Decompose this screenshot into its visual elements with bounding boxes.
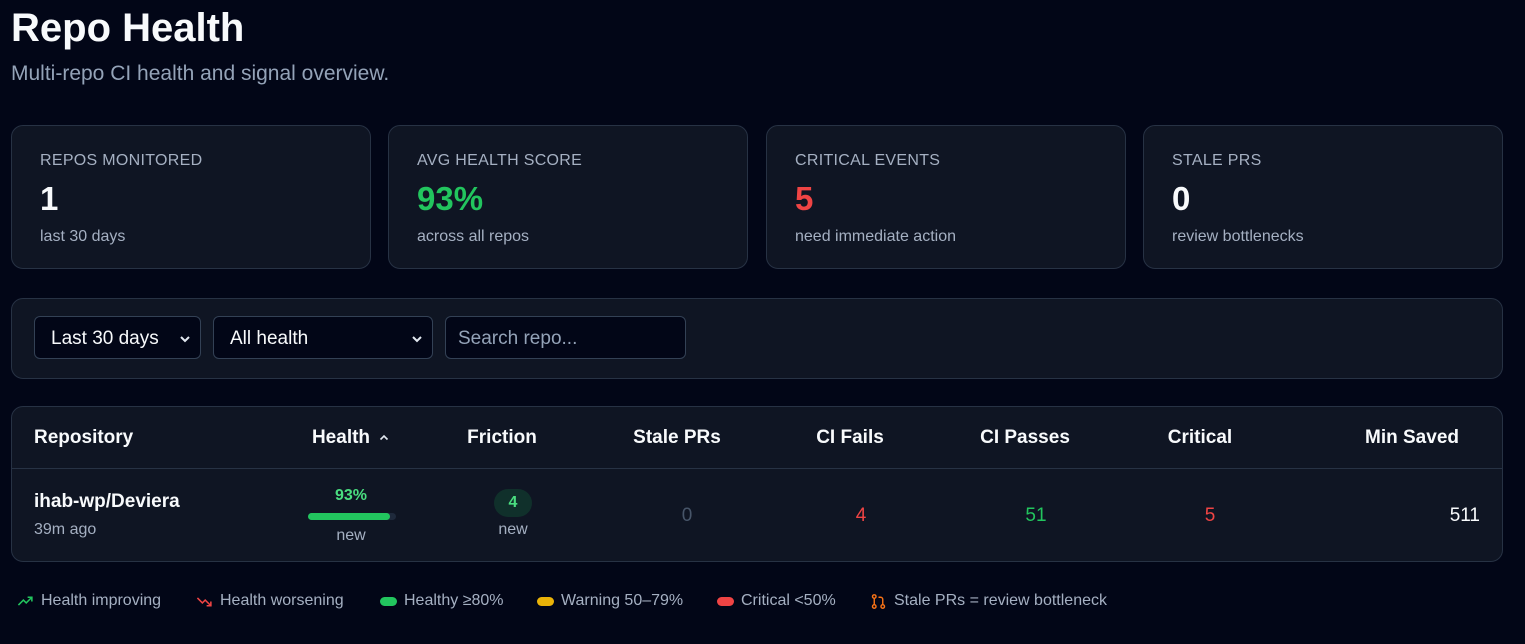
search-placeholder: Search repo... bbox=[458, 328, 578, 349]
stat-card: REPOS MONITORED 1 last 30 days bbox=[11, 125, 371, 269]
stat-label: CRITICAL EVENTS bbox=[795, 152, 941, 169]
search-input[interactable]: Search repo... bbox=[445, 316, 686, 359]
stat-value: 93% bbox=[417, 180, 484, 217]
column-header[interactable]: CI Passes bbox=[980, 427, 1070, 448]
health-note: new bbox=[336, 527, 366, 544]
stat-note: need immediate action bbox=[795, 228, 956, 245]
column-header[interactable]: Stale PRs bbox=[633, 427, 721, 448]
column-header[interactable]: Critical bbox=[1167, 427, 1233, 448]
legend-label: Health improving bbox=[41, 592, 162, 609]
min-saved: 511 bbox=[1449, 505, 1480, 526]
repo-table bbox=[11, 406, 1503, 562]
ci-passes: 51 bbox=[1025, 505, 1047, 526]
stat-card: STALE PRS 0 review bottlenecks bbox=[1143, 125, 1503, 269]
legend-item: Warning 50–79% bbox=[537, 592, 683, 610]
health-select-value: All health bbox=[230, 328, 309, 349]
health-label: 93% bbox=[334, 487, 368, 504]
range-select-value: Last 30 days bbox=[51, 328, 159, 349]
health-track bbox=[308, 513, 396, 520]
health-bar bbox=[308, 513, 390, 520]
friction-badge: 4 bbox=[494, 489, 532, 517]
legend-swatch bbox=[537, 596, 554, 606]
chevron-icon bbox=[180, 336, 190, 343]
legend-swatch bbox=[717, 596, 734, 606]
stat-value: 1 bbox=[40, 180, 59, 217]
legend-item: Healthy ≥80% bbox=[380, 592, 504, 610]
legend-item: Health improving bbox=[17, 592, 161, 610]
critical: 5 bbox=[1204, 505, 1216, 526]
friction-note: new bbox=[498, 521, 528, 538]
legend-label: Warning 50–79% bbox=[561, 592, 684, 609]
page-title: Repo Health bbox=[11, 6, 245, 50]
legend-item: Critical <50% bbox=[717, 592, 836, 610]
column-header[interactable]: CI Fails bbox=[816, 427, 884, 448]
range-select[interactable]: Last 30 days bbox=[34, 316, 201, 359]
stat-value: 0 bbox=[1172, 180, 1191, 217]
page-subtitle: Multi-repo CI health and signal overview… bbox=[11, 62, 390, 85]
legend-label: Critical <50% bbox=[741, 592, 836, 609]
stat-note: last 30 days bbox=[40, 228, 126, 245]
header-divider bbox=[12, 468, 1502, 469]
stat-label: STALE PRS bbox=[1172, 152, 1262, 169]
stat-note: review bottlenecks bbox=[1172, 228, 1304, 245]
column-header[interactable]: Health bbox=[311, 427, 371, 448]
stale-prs: 0 bbox=[681, 505, 693, 526]
stat-value: 5 bbox=[795, 180, 814, 217]
legend-swatch bbox=[380, 596, 397, 606]
stat-label: AVG HEALTH SCORE bbox=[417, 152, 583, 169]
legend-label: Healthy ≥80% bbox=[404, 592, 504, 609]
stat-label: REPOS MONITORED bbox=[40, 152, 203, 169]
column-header[interactable]: Min Saved bbox=[1365, 427, 1459, 448]
legend-label: Health worsening bbox=[220, 592, 344, 609]
repo-updated: 39m ago bbox=[34, 521, 97, 538]
legend-label: Stale PRs = review bottleneck bbox=[894, 592, 1107, 609]
column-header[interactable]: Repository bbox=[34, 427, 134, 448]
stat-note: across all repos bbox=[417, 228, 530, 245]
trend-up-icon bbox=[17, 595, 33, 606]
stat-card: CRITICAL EVENTS 5 need immediate action bbox=[766, 125, 1126, 269]
pull-request-icon bbox=[871, 593, 886, 609]
chevron-icon bbox=[412, 336, 422, 343]
health-select[interactable]: All health bbox=[213, 316, 433, 359]
column-header[interactable]: Friction bbox=[467, 427, 537, 448]
ci-fails: 4 bbox=[855, 505, 867, 526]
stat-card: AVG HEALTH SCORE 93% across all repos bbox=[388, 125, 748, 269]
sort-icon bbox=[379, 434, 389, 441]
repo-name[interactable]: ihab-wp/Deviera bbox=[34, 491, 180, 512]
trend-down-icon bbox=[196, 596, 212, 607]
legend-item: Stale PRs = review bottleneck bbox=[870, 592, 1107, 610]
legend-item: Health worsening bbox=[196, 592, 344, 610]
